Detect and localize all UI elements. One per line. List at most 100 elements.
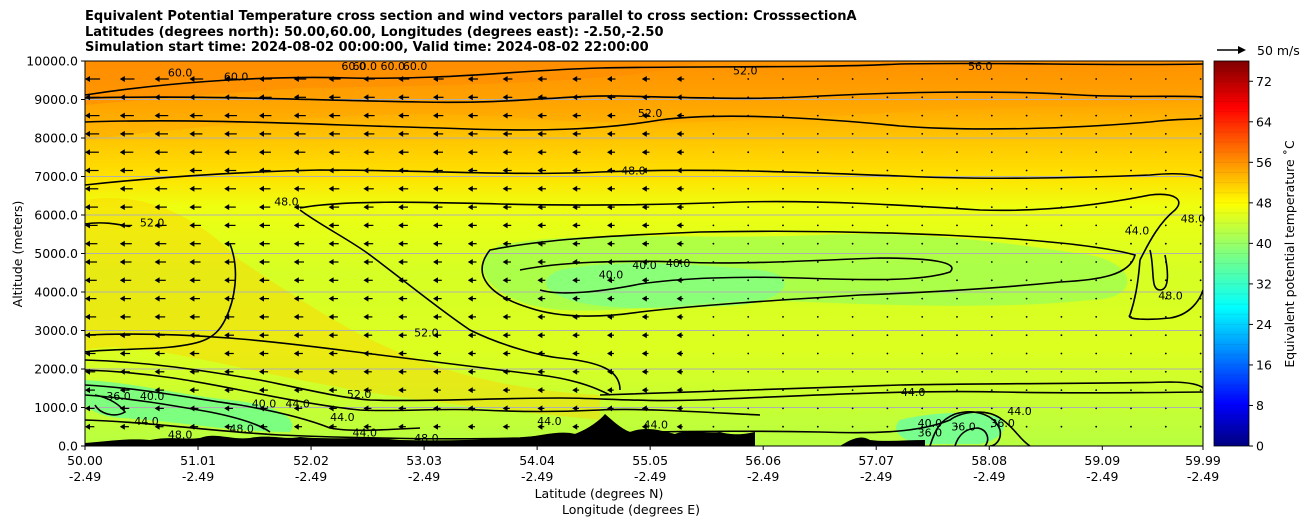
wind-vector <box>816 206 819 209</box>
wind-vector <box>363 313 373 320</box>
wind-vector <box>537 222 546 229</box>
wind-vector <box>363 259 373 265</box>
wind-vectors <box>85 76 1202 430</box>
wind-vector <box>607 222 615 229</box>
wind-vector <box>607 204 615 211</box>
wind-vector <box>572 277 580 284</box>
wind-vector <box>224 222 236 229</box>
wind-vector <box>293 368 303 375</box>
wind-vector <box>1095 169 1098 172</box>
wind-vector <box>363 387 372 394</box>
contour-label: 60.0 <box>403 60 428 73</box>
contour-44-center <box>481 230 1136 317</box>
contour-48-right <box>1128 259 1203 321</box>
wind-vector <box>782 352 784 355</box>
wind-vector <box>119 423 129 430</box>
wind-vector <box>433 222 443 229</box>
wind-vector <box>1164 407 1167 410</box>
wind-vector <box>747 334 750 337</box>
wind-vector <box>1199 352 1202 355</box>
wind-vector <box>189 405 199 412</box>
wind-vector <box>537 76 547 82</box>
wind-vector <box>537 259 546 265</box>
wind-vector <box>921 425 924 428</box>
x-tick-label-lat: 59.99 <box>1185 453 1221 468</box>
wind-vector <box>502 387 510 394</box>
wind-vector <box>712 242 715 245</box>
wind-vector <box>1130 425 1132 428</box>
wind-vector <box>572 368 580 375</box>
wind-vector <box>363 277 373 284</box>
wind-vector <box>293 350 303 357</box>
wind-vector <box>886 151 889 154</box>
wind-vector <box>328 332 338 339</box>
wind-vector <box>607 185 615 192</box>
wind-vector <box>328 76 341 82</box>
wind-vector <box>293 277 304 284</box>
wind-vector <box>1060 279 1063 282</box>
wind-vector <box>398 222 408 229</box>
x-tick-label-lat: 52.02 <box>293 453 329 468</box>
wind-vector <box>1095 279 1098 282</box>
wind-vector <box>641 112 650 119</box>
wind-vector <box>154 240 167 247</box>
colorbar-tick-label: 48 <box>1256 195 1272 210</box>
wind-vector <box>502 76 513 82</box>
wind-vector <box>1025 187 1028 190</box>
wind-vector <box>886 279 889 282</box>
wind-vector <box>641 313 649 320</box>
wind-vector <box>816 224 819 227</box>
wind-vector <box>572 405 579 412</box>
wind-vector <box>502 295 511 302</box>
wind-vector <box>712 169 715 172</box>
wind-vector <box>85 167 99 174</box>
y-tick-label: 3000.0 <box>34 323 78 338</box>
wind-vector <box>956 279 958 282</box>
wind-vector <box>851 370 854 373</box>
wind-vector <box>782 151 784 154</box>
wind-vector <box>676 259 684 265</box>
wind-vector <box>1095 133 1098 135</box>
wind-vector <box>1025 206 1028 209</box>
wind-vector <box>1025 352 1028 355</box>
wind-vector <box>747 370 750 373</box>
wind-vector <box>851 297 854 300</box>
wind-vector <box>85 94 100 101</box>
wind-vector <box>1095 334 1098 337</box>
contour-label: 60.0 <box>381 60 406 73</box>
wind-vector <box>467 130 478 137</box>
wind-vector <box>1130 242 1132 245</box>
wind-vector <box>921 407 924 410</box>
wind-vector <box>712 261 715 263</box>
x-tick-label-lat: 55.05 <box>632 453 668 468</box>
wind-vector <box>293 185 305 192</box>
wind-vector <box>502 149 512 156</box>
wind-vector <box>990 133 993 135</box>
wind-vector <box>956 389 958 391</box>
wind-vector <box>1025 114 1028 117</box>
wind-vector <box>886 206 889 209</box>
wind-vector <box>224 130 237 137</box>
wind-vector <box>956 297 958 300</box>
wind-vector <box>537 332 545 339</box>
wind-vector <box>119 332 131 339</box>
contour-48-bl <box>85 369 761 416</box>
wind-vector <box>328 350 338 357</box>
wind-vector <box>467 350 476 357</box>
wind-vector <box>537 368 545 375</box>
contour-52-low-right <box>599 381 1203 396</box>
contour-label: 48.0 <box>274 195 299 208</box>
wind-vector <box>1060 316 1063 318</box>
wind-vector <box>990 114 993 117</box>
wind-vector <box>816 261 819 263</box>
wind-vector <box>1164 242 1167 245</box>
wind-vector <box>1130 279 1132 282</box>
wind-vector <box>467 240 477 247</box>
wind-vector <box>398 423 406 430</box>
wind-vector <box>224 295 235 302</box>
wind-vector <box>259 204 271 211</box>
wind-vector <box>990 261 993 263</box>
wind-vector <box>712 297 715 300</box>
wind-vector <box>641 277 649 284</box>
wind-vector <box>712 279 715 282</box>
